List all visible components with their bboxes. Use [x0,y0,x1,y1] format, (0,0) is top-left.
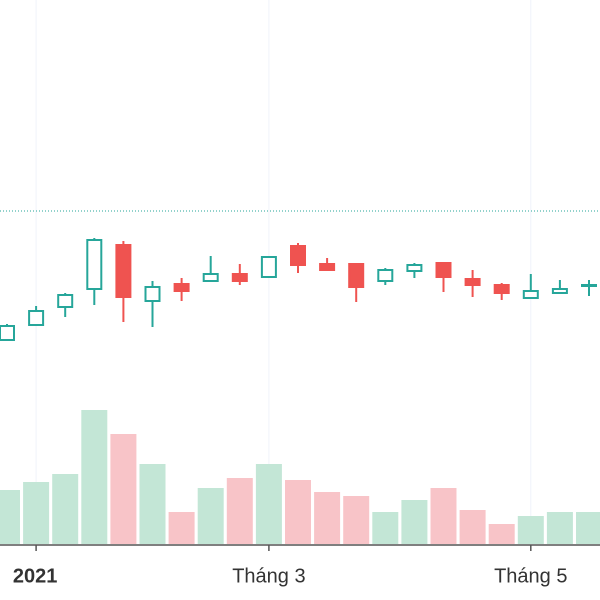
volume-bar [0,490,20,544]
x-tick-label: Tháng 3 [232,565,305,587]
candle-body [522,290,539,299]
volume-bar [52,474,79,544]
candle-body [231,273,248,282]
volume-bar [255,464,282,544]
volume-bar [430,488,457,544]
volume-bar [197,488,224,544]
candle-body [435,262,452,278]
volume-bar [226,478,253,544]
volume-bar [139,464,166,544]
volume-bar [343,496,370,544]
candle-body [115,244,132,298]
volume-bar [168,512,195,544]
volume-bar [314,492,341,544]
candle-body [260,256,277,278]
candle-body [86,239,103,290]
volume-bar [546,512,573,544]
candle-body [581,284,597,287]
volume-bar [81,410,108,544]
candle-body [464,278,481,286]
volume-bar [459,510,486,544]
candle-body [0,325,15,341]
volume-bar [517,516,544,544]
candle-body [202,273,219,282]
volume-bar [401,500,428,544]
candle-body [57,294,74,308]
candle-body [144,286,161,302]
candle-body [28,310,45,326]
volume-bar [576,512,600,544]
candle-body [348,263,365,288]
volume-bar [285,480,311,544]
volume-bar [23,482,50,544]
x-tick-label: Tháng 5 [494,565,567,587]
volume-bar [372,512,399,544]
candle-body [290,245,306,266]
candle-body [319,263,336,271]
x-tick-label: 2021 [13,565,58,587]
candle-body [406,264,423,272]
volume-bar [110,434,137,544]
candle-body [493,284,510,294]
candle-body [377,269,394,282]
candle-body [551,288,568,294]
volume-bar [488,524,515,544]
candle-body [173,283,190,292]
